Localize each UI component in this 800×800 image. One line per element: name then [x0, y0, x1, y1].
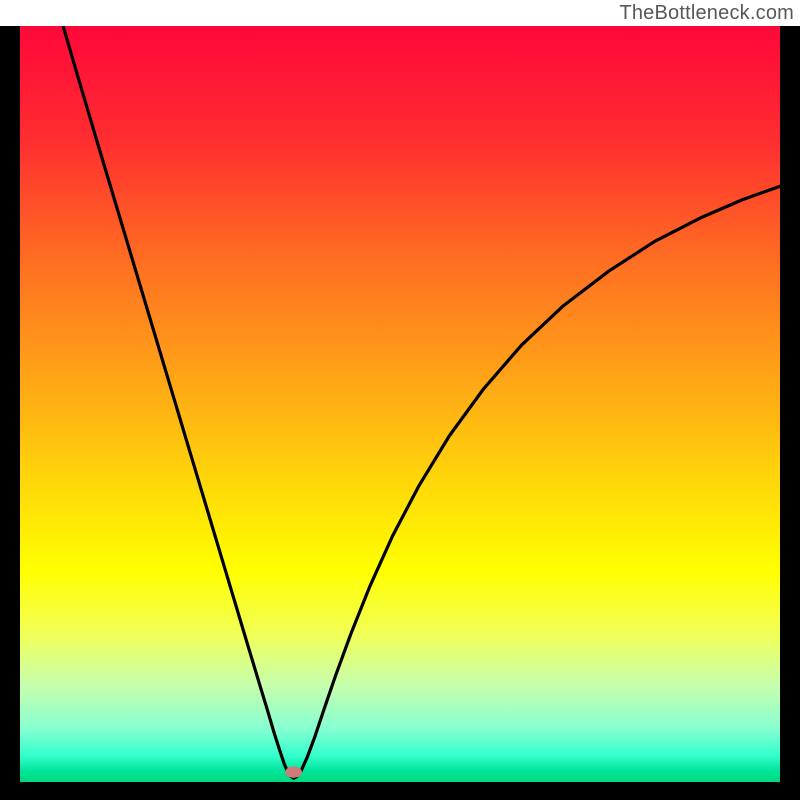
watermark-text: TheBottleneck.com	[619, 2, 794, 25]
bottleneck-chart	[0, 0, 800, 800]
optimum-marker	[285, 767, 302, 778]
chart-frame: TheBottleneck.com	[0, 0, 800, 800]
chart-background	[20, 26, 780, 782]
